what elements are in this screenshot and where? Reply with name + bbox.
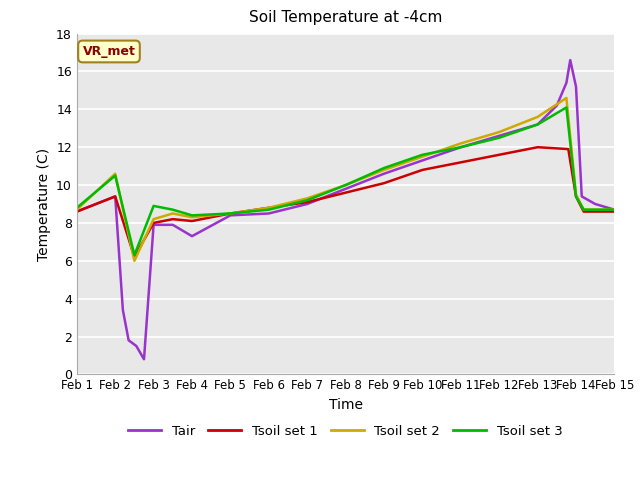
Tair bbox=[380, 171, 388, 177]
Y-axis label: Temperature (C): Temperature (C) bbox=[36, 147, 51, 261]
Tsoil set 3 bbox=[111, 173, 119, 179]
Tsoil set 1 bbox=[342, 190, 349, 195]
Tsoil set 2 bbox=[580, 207, 588, 213]
Tair bbox=[188, 233, 196, 239]
Tair bbox=[553, 103, 561, 108]
Tsoil set 3 bbox=[188, 213, 196, 218]
Tsoil set 1 bbox=[303, 199, 311, 205]
Tsoil set 2 bbox=[563, 95, 570, 101]
Tsoil set 1 bbox=[457, 159, 465, 165]
Tair bbox=[578, 193, 586, 199]
Line: Tsoil set 2: Tsoil set 2 bbox=[77, 98, 614, 261]
Tsoil set 1 bbox=[380, 180, 388, 186]
Tsoil set 2 bbox=[150, 216, 157, 222]
Tsoil set 3 bbox=[611, 207, 618, 213]
Legend: Tair, Tsoil set 1, Tsoil set 2, Tsoil set 3: Tair, Tsoil set 1, Tsoil set 2, Tsoil se… bbox=[123, 419, 568, 443]
Tsoil set 2 bbox=[188, 215, 196, 220]
Tsoil set 1 bbox=[150, 220, 157, 226]
Tair bbox=[457, 144, 465, 150]
Tsoil set 2 bbox=[73, 207, 81, 213]
Tsoil set 2 bbox=[342, 182, 349, 188]
Tsoil set 2 bbox=[227, 211, 234, 216]
Tsoil set 1 bbox=[265, 205, 273, 211]
Tsoil set 2 bbox=[169, 211, 177, 216]
Tsoil set 1 bbox=[111, 193, 119, 199]
Tsoil set 1 bbox=[572, 193, 580, 199]
Tsoil set 3 bbox=[227, 211, 234, 216]
Tair bbox=[111, 193, 119, 199]
Tsoil set 1 bbox=[495, 152, 503, 157]
Tair bbox=[534, 121, 541, 127]
Line: Tair: Tair bbox=[77, 60, 614, 359]
Tsoil set 2 bbox=[380, 167, 388, 173]
Tsoil set 2 bbox=[131, 258, 138, 264]
Tsoil set 2 bbox=[265, 205, 273, 211]
Tair bbox=[125, 337, 132, 343]
Tair bbox=[140, 356, 148, 362]
Tsoil set 3 bbox=[495, 135, 503, 141]
Tsoil set 3 bbox=[265, 207, 273, 213]
Tair bbox=[73, 209, 81, 215]
Tsoil set 1 bbox=[419, 167, 426, 173]
Tsoil set 3 bbox=[534, 121, 541, 127]
Tair bbox=[132, 343, 140, 349]
Tsoil set 1 bbox=[580, 209, 588, 215]
Tair bbox=[303, 201, 311, 207]
Tsoil set 2 bbox=[303, 195, 311, 201]
Line: Tsoil set 3: Tsoil set 3 bbox=[77, 108, 614, 255]
Tsoil set 3 bbox=[342, 182, 349, 188]
Tair bbox=[265, 211, 273, 216]
Tsoil set 1 bbox=[611, 209, 618, 215]
Tsoil set 1 bbox=[73, 209, 81, 215]
Tsoil set 3 bbox=[303, 197, 311, 203]
Tair bbox=[611, 207, 618, 213]
Tsoil set 3 bbox=[169, 207, 177, 213]
Tsoil set 1 bbox=[188, 218, 196, 224]
Tair bbox=[566, 57, 574, 63]
Tsoil set 3 bbox=[131, 252, 138, 258]
Tsoil set 2 bbox=[611, 207, 618, 213]
Tsoil set 2 bbox=[419, 154, 426, 159]
Tsoil set 3 bbox=[457, 144, 465, 150]
Tair bbox=[563, 80, 570, 86]
Tair bbox=[150, 222, 157, 228]
Tair bbox=[342, 186, 349, 192]
Tsoil set 3 bbox=[73, 205, 81, 211]
Tsoil set 1 bbox=[564, 146, 572, 152]
Tsoil set 3 bbox=[580, 207, 588, 213]
Tair bbox=[227, 213, 234, 218]
Line: Tsoil set 1: Tsoil set 1 bbox=[77, 147, 614, 257]
Tsoil set 1 bbox=[534, 144, 541, 150]
Tair bbox=[572, 84, 580, 89]
Tair bbox=[119, 307, 127, 313]
Tsoil set 1 bbox=[227, 211, 234, 216]
Tair bbox=[495, 133, 503, 139]
Tsoil set 2 bbox=[457, 141, 465, 146]
Tsoil set 3 bbox=[419, 152, 426, 157]
Tsoil set 3 bbox=[572, 193, 580, 199]
Tair bbox=[169, 222, 177, 228]
Tsoil set 2 bbox=[572, 192, 580, 197]
Title: Soil Temperature at -4cm: Soil Temperature at -4cm bbox=[249, 11, 442, 25]
Tsoil set 2 bbox=[111, 171, 119, 177]
Tsoil set 3 bbox=[563, 105, 570, 110]
Tsoil set 1 bbox=[131, 254, 138, 260]
Tsoil set 1 bbox=[169, 216, 177, 222]
Tsoil set 2 bbox=[495, 129, 503, 135]
Tsoil set 2 bbox=[534, 114, 541, 120]
Tair bbox=[419, 157, 426, 163]
Text: VR_met: VR_met bbox=[83, 45, 136, 58]
Tsoil set 3 bbox=[380, 165, 388, 171]
Tair bbox=[591, 201, 599, 207]
Tsoil set 3 bbox=[150, 203, 157, 209]
X-axis label: Time: Time bbox=[328, 398, 363, 412]
